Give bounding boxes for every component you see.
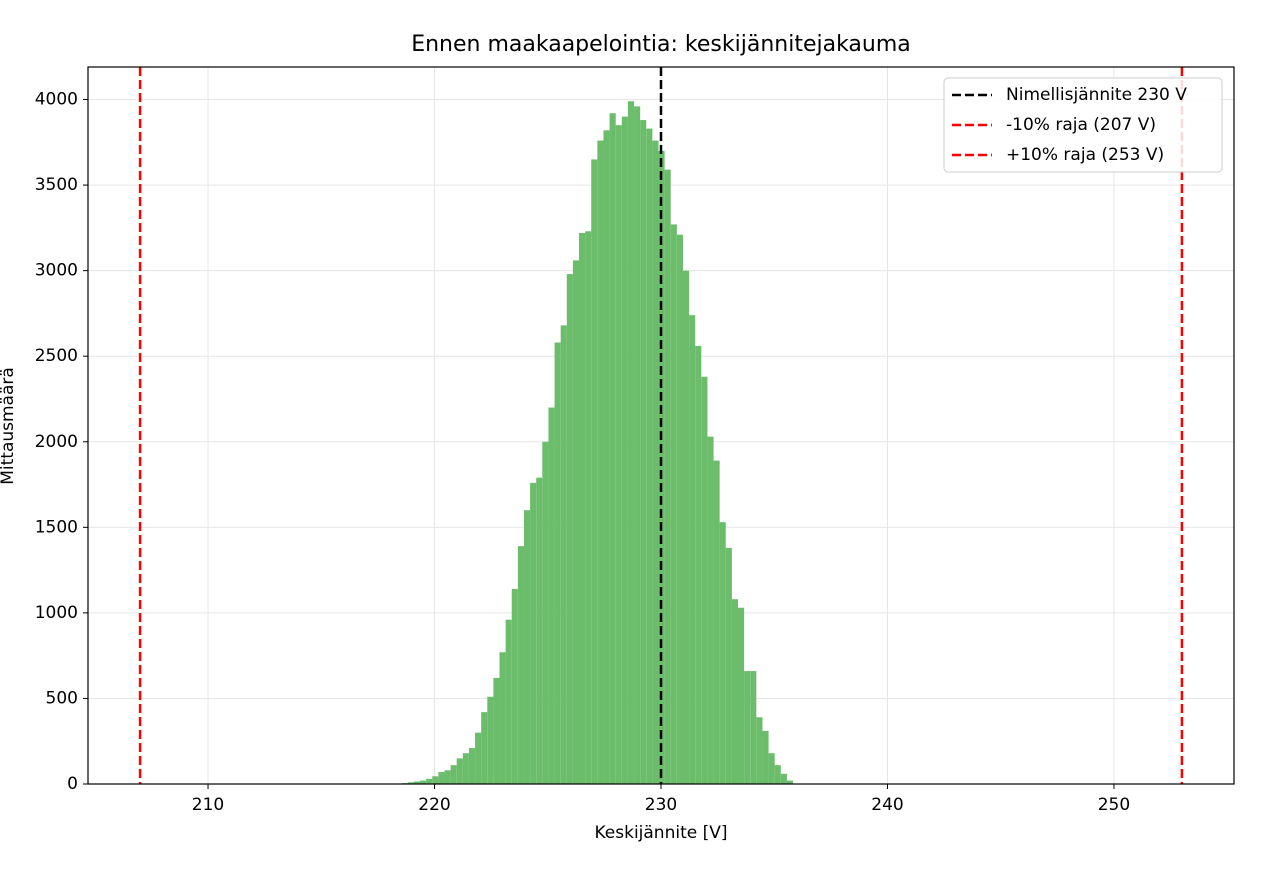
bar (511, 588, 518, 784)
y-tick-label: 2000 (35, 432, 78, 452)
bar (572, 260, 580, 784)
y-tick-label: 2500 (35, 346, 78, 366)
bar (493, 677, 500, 784)
bar (658, 150, 665, 785)
bar (646, 128, 653, 784)
x-axis-label: Keskijännite [V] (594, 823, 727, 843)
bar (664, 169, 671, 784)
plot-frame (87, 66, 1235, 785)
bar (744, 671, 751, 784)
bar (670, 224, 677, 784)
bar (585, 231, 592, 784)
legend-label: Nimellisjännite 230 V (1006, 85, 1187, 105)
bar (554, 342, 561, 784)
bar (481, 712, 488, 784)
bar (634, 106, 641, 785)
bar (517, 546, 524, 784)
bar (505, 619, 512, 784)
bar (420, 780, 427, 784)
bar (444, 770, 451, 784)
chart-title: Ennen maakaapelointia: keskijännitejakau… (411, 32, 911, 57)
bar (774, 765, 781, 784)
bar (719, 522, 726, 784)
bar (579, 232, 586, 785)
bar (609, 113, 616, 784)
bar (689, 315, 696, 784)
bar (468, 748, 476, 784)
y-tick-label: 500 (46, 688, 78, 708)
bar (603, 130, 610, 784)
legend-box (943, 77, 1223, 173)
bar (413, 781, 421, 784)
legend-label: -10% raja (207 V) (1006, 115, 1156, 135)
bar (523, 510, 531, 784)
bar (701, 376, 708, 784)
bar (450, 765, 457, 784)
bar (780, 773, 787, 784)
bar (695, 345, 702, 784)
bar (407, 782, 414, 784)
y-axis-label: Mittausmäärä (0, 367, 18, 485)
bar (456, 758, 463, 784)
x-tick-label: 210 (192, 795, 224, 815)
bar (566, 274, 573, 784)
bar (762, 730, 769, 784)
bar (560, 325, 567, 784)
bar (426, 778, 433, 784)
bar (615, 125, 622, 784)
bar (786, 780, 794, 784)
x-tick-label: 240 (871, 795, 903, 815)
bar (475, 732, 482, 784)
bar (597, 140, 604, 784)
y-tick-label: 1500 (35, 517, 78, 537)
bar (707, 436, 714, 784)
bar (530, 482, 537, 784)
bar (542, 441, 549, 784)
y-tick-label: 0 (67, 774, 78, 794)
bar (640, 120, 647, 784)
bar (713, 460, 720, 784)
y-tick-label: 3500 (35, 175, 78, 195)
bar (676, 234, 683, 784)
bar (536, 477, 543, 784)
bar (548, 407, 555, 784)
y-tick-label: 3000 (35, 261, 78, 281)
bar (621, 116, 628, 784)
bar (499, 652, 506, 784)
bar (462, 753, 469, 784)
x-tick-label: 220 (418, 795, 450, 815)
bar (627, 101, 635, 784)
y-tick-label: 4000 (35, 90, 78, 110)
bar (725, 547, 732, 784)
bar (487, 696, 494, 784)
y-tick-label: 1000 (35, 603, 78, 623)
legend: Nimellisjännite 230 V -10% raja (207 V) +1… (943, 77, 1223, 173)
bar (591, 159, 598, 784)
bar (731, 599, 739, 784)
bar (768, 753, 775, 784)
x-tick-label: 250 (1098, 795, 1130, 815)
bar (438, 772, 445, 784)
bar (432, 776, 439, 784)
bar (750, 671, 757, 784)
bar (756, 717, 763, 784)
bar (682, 270, 690, 784)
legend-label: +10% raja (253 V) (1006, 145, 1164, 165)
bar (738, 607, 745, 784)
bar (652, 140, 659, 784)
x-tick-label: 230 (645, 795, 677, 815)
